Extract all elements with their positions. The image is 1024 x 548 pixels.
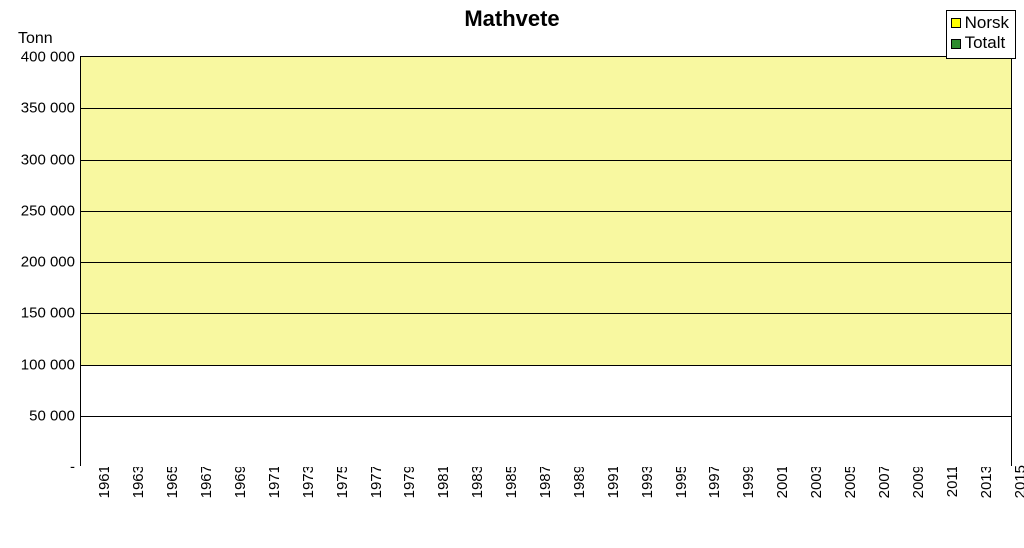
x-tick-label: 2015 [1010,465,1024,498]
x-tick-label: 2011 [942,465,961,497]
x-tick-label: 1971 [264,465,283,498]
y-tick-label: 150 000 [21,305,81,322]
gridline [81,160,1011,161]
x-tick-label: 2003 [806,465,825,498]
y-tick-label: 300 000 [21,151,81,168]
x-tick-label: 1973 [298,465,317,498]
x-tick-label: 2005 [840,465,859,498]
x-tick-label: 1999 [738,465,757,498]
gridline [81,416,1011,417]
chart-container: Mathvete Tonn 19611963196519671969197119… [0,0,1024,548]
x-tick-label: 1985 [501,465,520,498]
x-tick-label: 1987 [535,465,554,498]
gridline [81,108,1011,109]
legend-item: Norsk [951,13,1009,33]
x-tick-label: 1977 [366,465,385,498]
y-tick-label: 350 000 [21,100,81,117]
y-tick-label: 250 000 [21,202,81,219]
x-tick-label: 1961 [94,465,113,498]
y-tick-label: 50 000 [29,407,81,424]
legend-item: Totalt [951,33,1009,53]
legend-label: Norsk [965,13,1009,33]
gridline [81,262,1011,263]
gridline [81,211,1011,212]
x-tick-label: 2007 [874,465,893,498]
legend-label: Totalt [965,33,1006,53]
legend: NorskTotalt [946,10,1016,59]
chart-title: Mathvete [0,6,1024,32]
gridline [81,313,1011,314]
x-tick-label: 1967 [196,465,215,498]
x-tick-label: 1963 [128,465,147,498]
x-tick-label: 1979 [399,465,418,498]
y-tick-label: 200 000 [21,254,81,271]
x-tick-label: 1991 [603,465,622,498]
gridline [81,365,1011,366]
x-tick-label: 1997 [704,465,723,498]
x-tick-label: 1965 [162,465,181,498]
plot-area: 1961196319651967196919711973197519771979… [80,56,1012,466]
y-tick-label: - [70,459,81,476]
x-tick-label: 2001 [772,465,791,498]
y-tick-label: 400 000 [21,49,81,66]
x-tick-label: 1983 [467,465,486,498]
x-tick-label: 1969 [230,465,249,498]
legend-swatch [951,18,961,28]
x-tick-label: 1989 [569,465,588,498]
x-tick-label: 2013 [976,465,995,498]
y-tick-label: 100 000 [21,356,81,373]
x-tick-label: 1981 [433,465,452,498]
y-axis-label: Tonn [18,30,53,48]
x-tick-label: 1995 [671,465,690,498]
x-tick-label: 2009 [908,465,927,498]
x-tick-label: 1975 [332,465,351,498]
legend-swatch [951,39,961,49]
x-tick-label: 1993 [637,465,656,498]
